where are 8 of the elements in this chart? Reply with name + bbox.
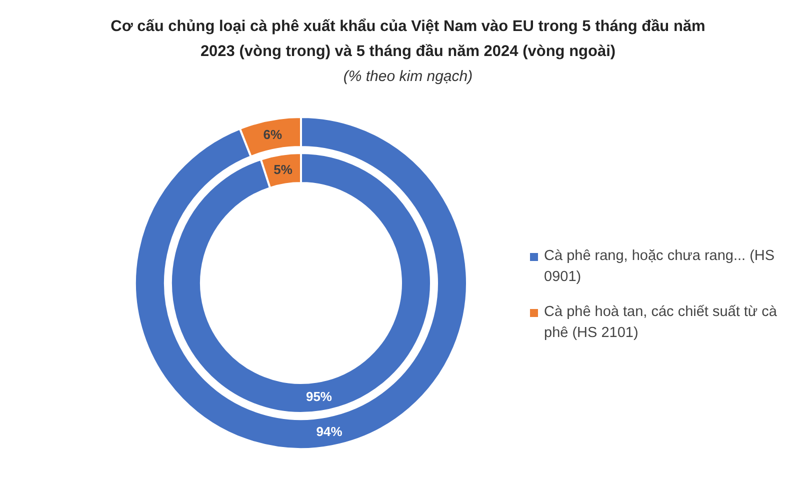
legend-label: Cà phê hoà tan, các chiết suất từ cà phê (HS 2101) <box>544 303 778 343</box>
data-label: 5% <box>274 162 293 177</box>
chart-subtitle: (% theo kim ngạch) <box>342 68 474 85</box>
data-label: 94% <box>316 424 343 439</box>
legend-label: Cà phê rang, hoặc chưa rang... (HS 0901) <box>544 247 776 287</box>
chart-title: Cơ cấu chủng loại cà phê xuất khẩu của Việt Nam vào EU trong 5 tháng đầu năm 2023 (vòng trong) và 5 tháng đầu năm 2024 (vòng ngoài) <box>110 17 706 62</box>
data-label: 6% <box>263 127 283 142</box>
data-label: 95% <box>306 389 332 404</box>
